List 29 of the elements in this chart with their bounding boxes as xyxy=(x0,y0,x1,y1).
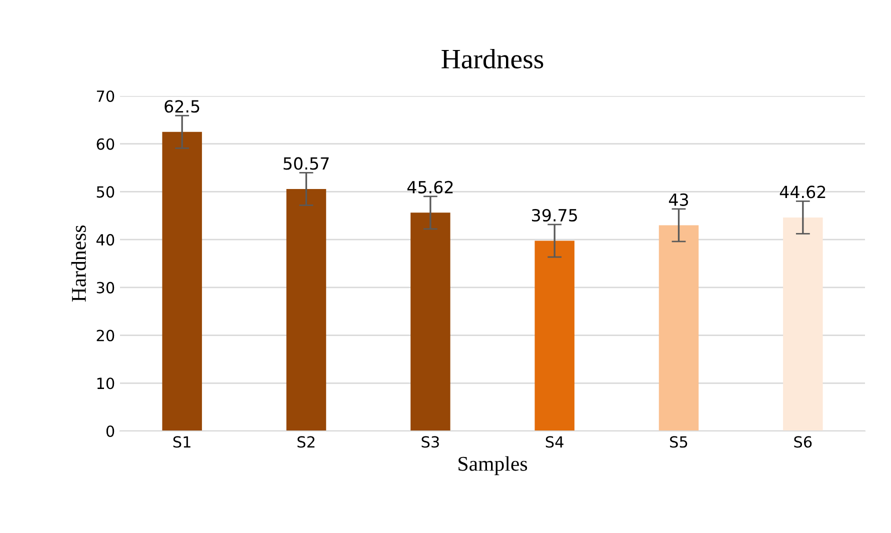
data-label: 50.57 xyxy=(284,157,329,170)
y-tick-label: 30 xyxy=(96,282,114,294)
x-tick-label: S6 xyxy=(794,436,812,448)
bar xyxy=(783,217,823,431)
bar xyxy=(410,212,450,431)
y-tick-label: 50 xyxy=(96,186,114,198)
x-tick-label: S3 xyxy=(422,436,439,448)
bar xyxy=(162,132,202,431)
x-tick-label: S4 xyxy=(546,436,564,448)
bar xyxy=(286,188,326,431)
x-tick-label: S1 xyxy=(173,436,190,448)
x-tick-label: S2 xyxy=(298,436,314,448)
y-tick-label: 0 xyxy=(106,425,114,438)
chart-title: Hardness xyxy=(442,48,544,68)
y-tick-label: 10 xyxy=(97,378,114,390)
x-axis-title: Samples xyxy=(458,456,528,476)
y-tick-label: 40 xyxy=(96,234,114,246)
bar xyxy=(658,225,699,431)
data-label: 44.62 xyxy=(780,186,826,198)
y-tick-label: 70 xyxy=(96,90,114,102)
x-tick-label: S5 xyxy=(670,436,688,448)
data-label: 39.75 xyxy=(532,208,577,222)
y-tick-label: 60 xyxy=(96,138,114,150)
data-label: 62.5 xyxy=(164,100,200,113)
bar xyxy=(534,240,574,431)
data-label: 43 xyxy=(668,193,688,206)
y-tick-label: 20 xyxy=(96,330,114,342)
y-axis-title: Hardness xyxy=(71,225,86,302)
data-label: 45.62 xyxy=(407,180,453,194)
